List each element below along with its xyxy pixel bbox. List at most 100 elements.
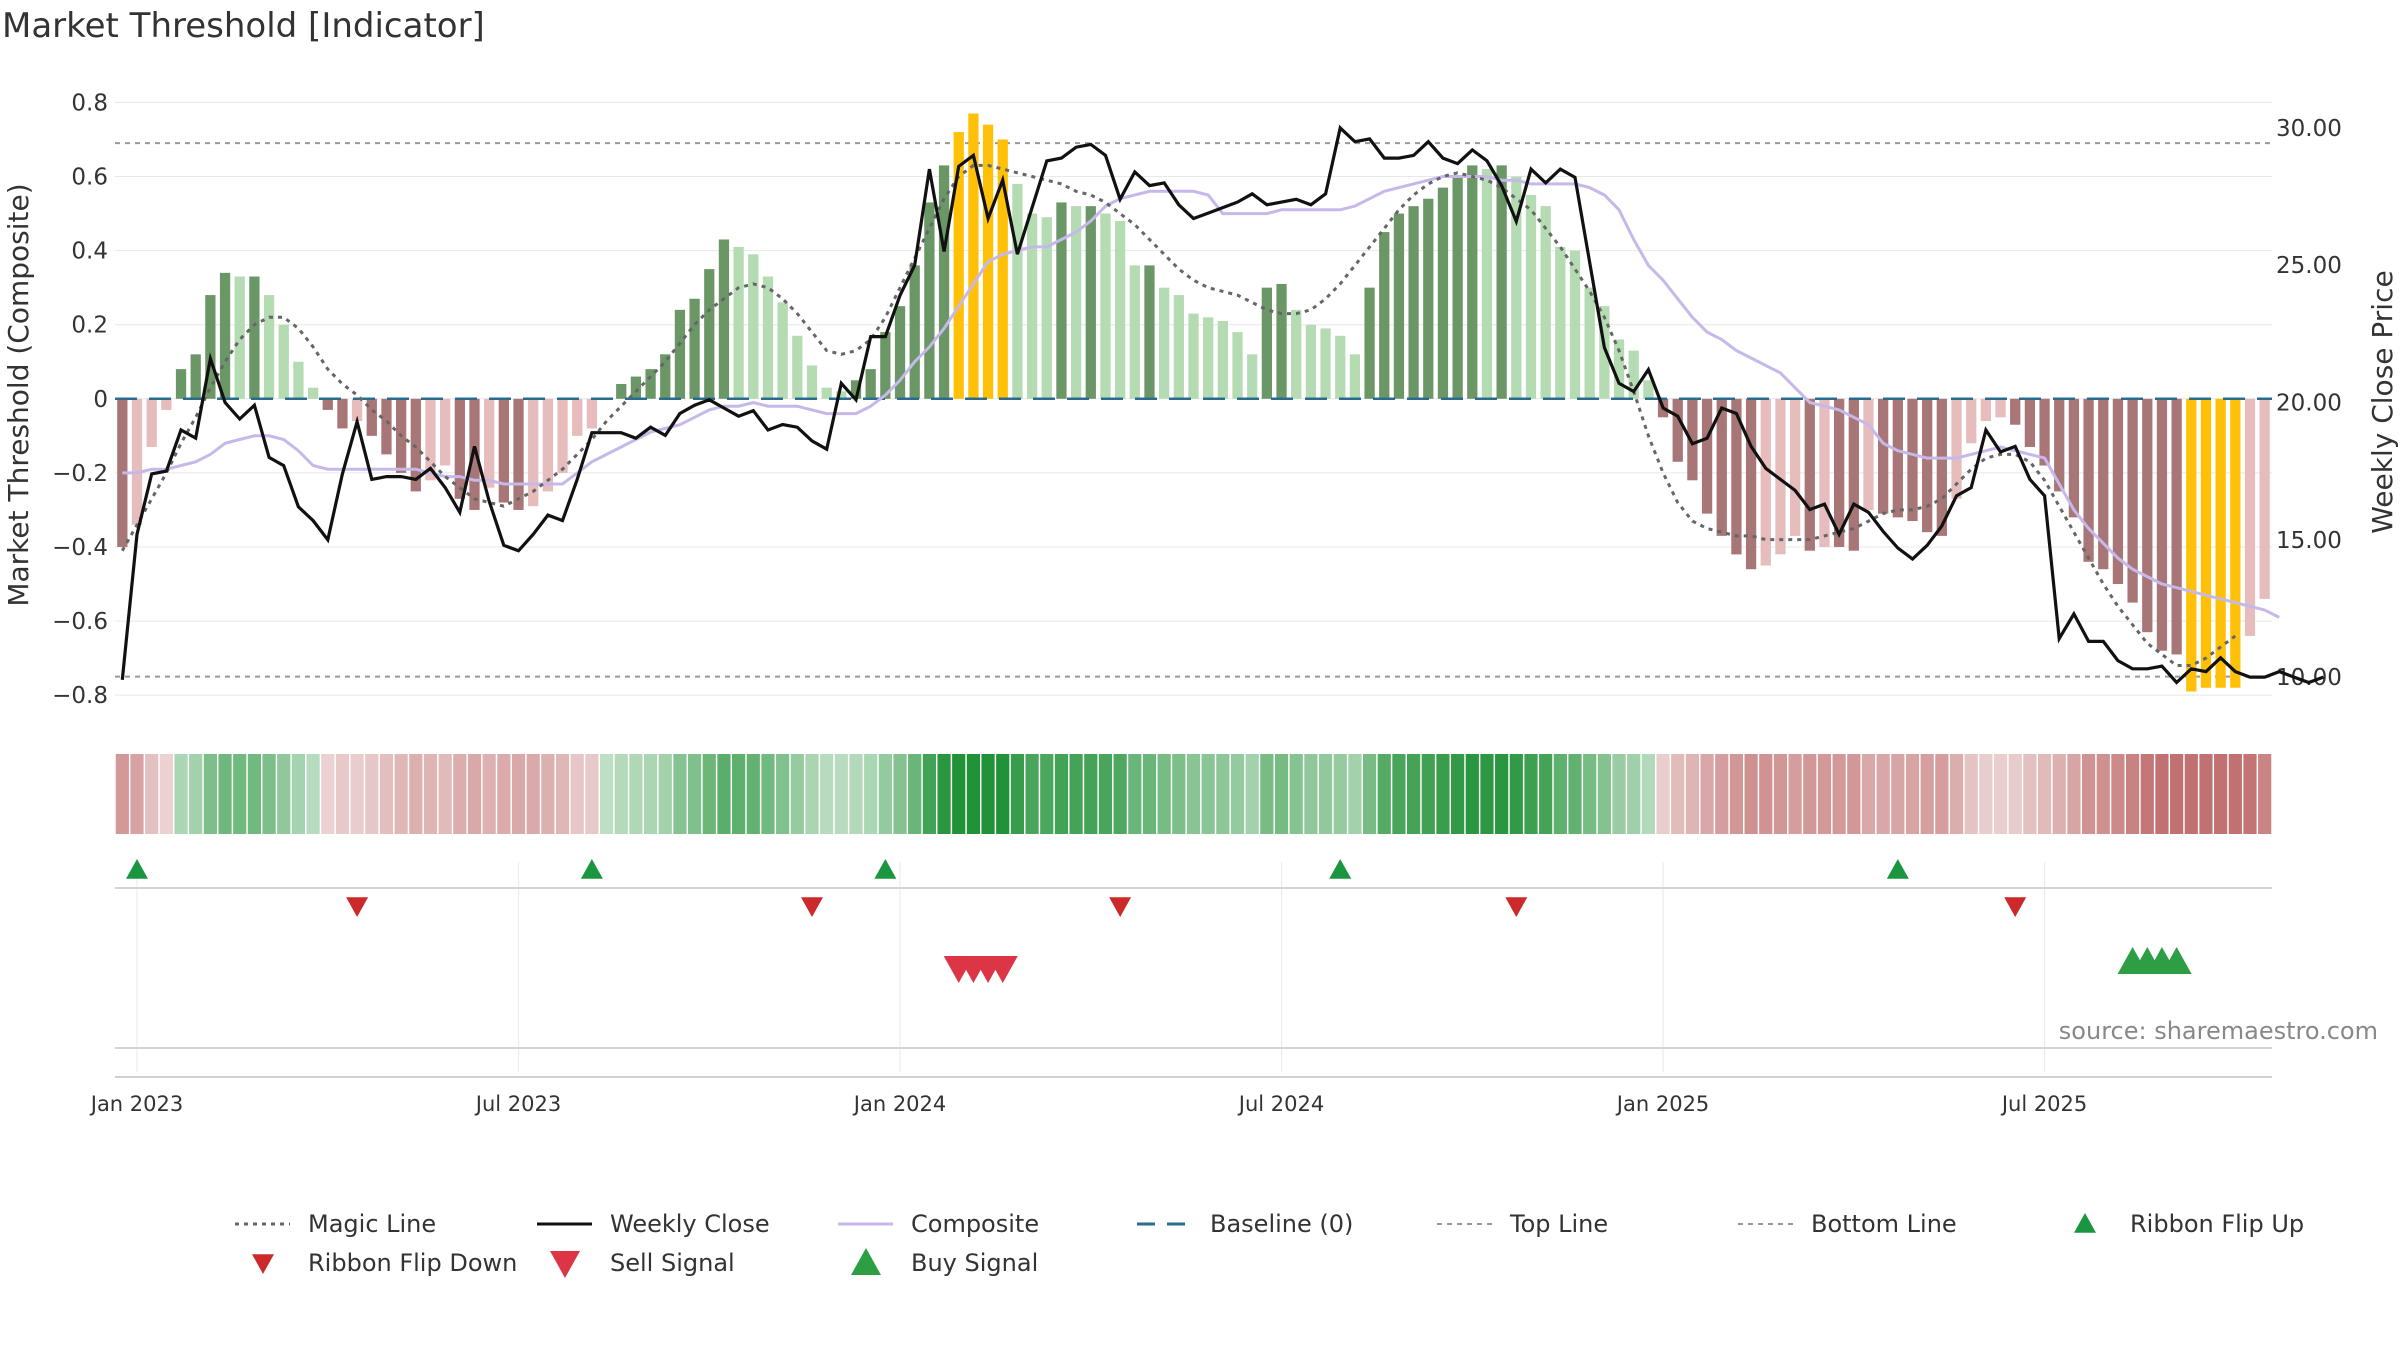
ribbon-cell <box>658 754 672 834</box>
ribbon-cell <box>1847 754 1861 834</box>
ribbon-cell <box>1230 754 1245 834</box>
composite-bar <box>894 306 906 399</box>
ribbon-cell <box>1289 754 1303 834</box>
composite-bar <box>1217 320 1228 399</box>
ribbon-cell <box>673 754 687 834</box>
ribbon-cell <box>365 754 379 834</box>
composite-bar <box>1379 232 1390 399</box>
ribbon-cell <box>291 754 306 834</box>
ribbon-cell <box>1362 754 1377 834</box>
ribbon-cell <box>2081 754 2096 834</box>
composite-bar <box>1173 295 1184 399</box>
y-tick-label: 0.6 <box>71 165 108 191</box>
ribbon-cell <box>1260 754 1274 834</box>
buy-signal-marker <box>2161 947 2192 974</box>
composite-bar <box>1232 332 1243 399</box>
ribbon-cell <box>2199 754 2213 834</box>
ribbon-cell <box>1876 754 1890 834</box>
composite-bar <box>1203 317 1214 399</box>
composite-bar <box>1261 287 1273 399</box>
y2-tick-label: 20.00 <box>2276 391 2342 417</box>
composite-bar <box>1819 398 1830 547</box>
ribbon-cell <box>981 754 995 834</box>
y-tick-label: 0.4 <box>71 239 108 265</box>
composite-bar <box>1335 335 1346 399</box>
composite-bar <box>557 398 568 473</box>
ribbon-cell <box>1128 754 1142 834</box>
ribbon-cell <box>1920 754 1934 834</box>
composite-bar <box>909 265 920 399</box>
ribbon-cell <box>732 754 746 834</box>
legend-label: Magic Line <box>308 1210 436 1238</box>
composite-bar <box>865 369 876 399</box>
composite-bar <box>953 132 964 399</box>
ribbon-flip-up-marker <box>874 859 897 879</box>
composite-bar <box>1305 324 1317 399</box>
composite-bar <box>1393 213 1405 399</box>
composite-bar <box>1980 398 1992 422</box>
composite-bar <box>1540 206 1551 399</box>
ribbon-cell <box>2111 754 2125 834</box>
composite-bar <box>1775 398 1786 555</box>
ribbon-cell <box>2155 754 2169 834</box>
ribbon-cell <box>526 754 540 834</box>
ribbon-cell <box>203 754 217 834</box>
x-tick-label: Jan 2023 <box>89 1092 184 1116</box>
ribbon-cell <box>746 754 760 834</box>
composite-bar <box>1247 354 1258 399</box>
composite-bar <box>425 398 436 481</box>
ribbon-flip-up-marker <box>1886 859 1909 879</box>
composite-bar <box>1789 398 1801 536</box>
composite-bar <box>1467 165 1478 399</box>
y2-tick-label: 10.00 <box>2276 665 2342 691</box>
composite-bar <box>146 398 157 447</box>
composite-bar <box>161 398 172 410</box>
ribbon-cell <box>1891 754 1905 834</box>
y2-tick-label: 30.00 <box>2276 116 2342 142</box>
composite-bar <box>572 398 583 436</box>
ribbon-cell <box>541 754 555 834</box>
composite-bar <box>351 398 363 422</box>
composite-bar <box>1922 398 1933 533</box>
legend-label: Weekly Close <box>610 1210 770 1238</box>
composite-bar <box>836 391 847 399</box>
composite-bar <box>190 354 201 399</box>
x-tick-label: Jul 2023 <box>474 1092 561 1116</box>
composite-bar <box>381 398 392 455</box>
y-tick-label: −0.6 <box>52 609 108 635</box>
ribbon-cell <box>1406 754 1421 834</box>
ribbon-cell <box>1817 754 1832 834</box>
composite-bar <box>322 398 333 410</box>
composite-bar <box>1907 398 1918 522</box>
ribbon-cell <box>145 754 159 834</box>
ribbon-cell <box>864 754 878 834</box>
composite-bar <box>1599 306 1610 399</box>
composite-bar <box>850 380 862 399</box>
composite-bar <box>307 387 319 399</box>
ribbon-cell <box>585 754 599 834</box>
ribbon-cell <box>1524 754 1538 834</box>
composite-bar <box>175 369 187 399</box>
composite-bar <box>2039 398 2050 466</box>
composite-bar <box>1936 398 1947 536</box>
legend-label: Ribbon Flip Down <box>308 1249 517 1277</box>
composite-bar <box>2200 398 2212 688</box>
ribbon-cell <box>438 754 452 834</box>
composite-bar <box>1349 354 1361 399</box>
composite-bar <box>1672 398 1683 462</box>
ribbon-cell <box>2037 754 2052 834</box>
y2-tick-label: 15.00 <box>2276 528 2342 554</box>
composite-bar <box>542 398 554 492</box>
composite-bar <box>1481 169 1493 399</box>
ribbon-cell <box>1348 754 1362 834</box>
composite-bar <box>219 272 231 399</box>
ribbon-flip-down-legend-key <box>252 1254 274 1274</box>
composite-bar <box>498 398 509 503</box>
ribbon-cell <box>174 754 188 834</box>
composite-bar <box>1555 246 1566 399</box>
y-tick-label: −0.8 <box>52 683 108 709</box>
ribbon-cell <box>1641 754 1655 834</box>
composite-bar <box>1760 398 1771 566</box>
x-tick-label: Jan 2024 <box>852 1092 947 1116</box>
ribbon-cell <box>1935 754 1949 834</box>
